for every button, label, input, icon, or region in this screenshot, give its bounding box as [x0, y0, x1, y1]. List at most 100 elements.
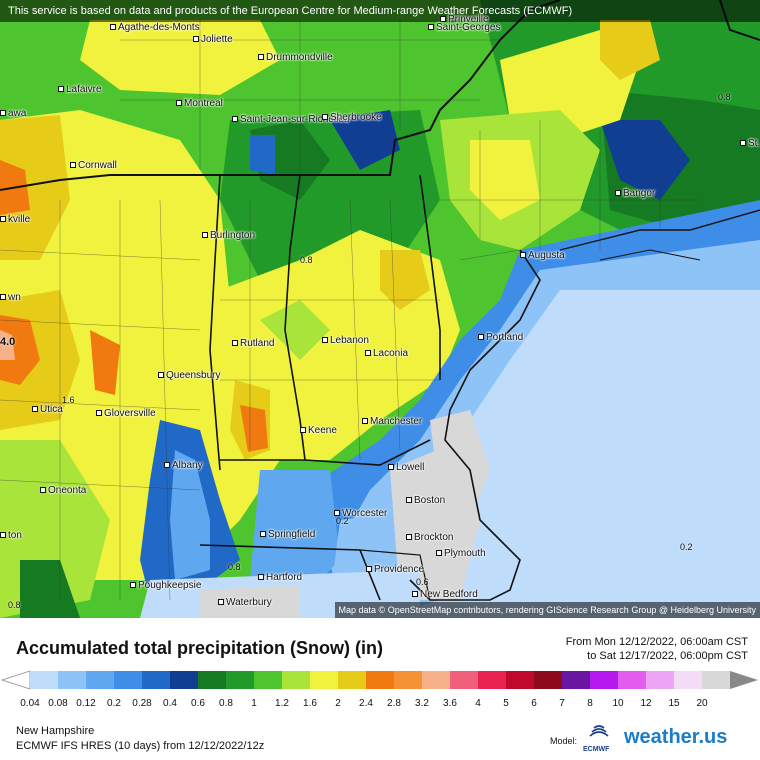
map-value-label: 0.8 [300, 255, 313, 265]
city-marker-icon [260, 531, 266, 537]
city-label: Lowell [388, 462, 424, 473]
city-marker-icon [520, 252, 526, 258]
city-label: Poughkeepsie [130, 580, 201, 591]
color-swatch [254, 671, 283, 689]
city-marker-icon [478, 334, 484, 340]
ecmwf-logo-text: ECMWF [583, 746, 610, 753]
city-marker-icon [440, 16, 446, 22]
color-swatch [86, 671, 115, 689]
city-label: Bangor [615, 188, 655, 199]
city-label: Portland [478, 332, 523, 343]
scale-tick-label: 20 [696, 698, 708, 709]
weather-us-logo[interactable]: weather.us [624, 726, 728, 748]
scale-tick-label: 3.2 [415, 698, 429, 709]
city-label: Brockton [406, 532, 453, 543]
map-value-label: 4.0 [0, 336, 16, 348]
city-label: Prinveille [440, 14, 489, 25]
city-label: Worcester [334, 508, 387, 519]
city-label: Hartford [258, 572, 302, 583]
region-name: New Hampshire [16, 725, 95, 737]
city-marker-icon [406, 534, 412, 540]
scale-tick-label: 0.08 [48, 698, 68, 709]
city-marker-icon [258, 54, 264, 60]
color-swatch [394, 671, 423, 689]
ecmwf-logo-icon [589, 725, 609, 737]
city-marker-icon [130, 582, 136, 588]
scale-tick-label: 3.6 [443, 698, 457, 709]
color-swatch [30, 671, 59, 689]
city-label: Albany [164, 460, 203, 471]
city-label: St. [740, 138, 760, 149]
precipitation-map[interactable]: This service is based on data and produc… [0, 0, 760, 618]
scale-tick-label: 2.8 [387, 698, 401, 709]
city-marker-icon [615, 190, 621, 196]
city-marker-icon [70, 162, 76, 168]
scale-tick-label: 1.2 [275, 698, 289, 709]
color-swatch [618, 671, 647, 689]
city-label: Plymouth [436, 548, 486, 559]
scale-tick-label: 2 [335, 698, 341, 709]
time-range: From Mon 12/12/2022, 06:00am CST to Sat … [566, 635, 748, 663]
city-marker-icon [58, 86, 64, 92]
scale-right-arrow [730, 671, 758, 689]
city-label: Sherbrooke [322, 112, 382, 123]
color-swatch [534, 671, 563, 689]
city-marker-icon [740, 140, 746, 146]
scale-tick-label: 8 [587, 698, 593, 709]
scale-tick-label: 0.6 [191, 698, 205, 709]
city-label: Rutland [232, 338, 274, 349]
scale-tick-label: 10 [612, 698, 624, 709]
city-label: Gloversville [96, 408, 156, 419]
city-marker-icon [322, 337, 328, 343]
city-label: Keene [300, 425, 337, 436]
scale-tick-label: 5 [503, 698, 509, 709]
scale-tick-label: 0.04 [20, 698, 40, 709]
scale-tick-label: 0.2 [107, 698, 121, 709]
city-marker-icon [164, 462, 170, 468]
map-value-label: 0.8 [228, 562, 241, 572]
city-label: Saint-Georges [428, 22, 500, 33]
scale-left-arrow [0, 670, 31, 690]
legend-title: Accumulated total precipitation (Snow) (… [16, 638, 384, 658]
city-label: Boston [406, 495, 445, 506]
city-marker-icon [436, 550, 442, 556]
city-marker-icon [322, 114, 328, 120]
city-marker-icon [334, 510, 340, 516]
city-label: Augusta [520, 250, 565, 261]
map-value-label: 0.2 [680, 542, 693, 552]
model-run: ECMWF IFS HRES (10 days) from 12/12/2022… [16, 740, 265, 752]
city-label: Springfield [260, 529, 315, 540]
city-label: Waterbury [218, 597, 272, 608]
color-scale-bar [0, 670, 758, 690]
color-scale-ticks: 0.04 0.08 0.12 0.2 0.28 0.4 0.6 0.8 1 1.2 1.6 2 2.4 2… [0, 698, 760, 712]
scale-tick-label: 15 [668, 698, 680, 709]
city-label: wn [0, 292, 21, 303]
city-marker-icon [158, 372, 164, 378]
city-label: Joliette [193, 34, 233, 45]
city-label: Cornwall [70, 160, 117, 171]
model-label: Model: [550, 736, 578, 746]
color-swatch [506, 671, 535, 689]
color-swatch [338, 671, 367, 689]
city-label: Utica [32, 404, 63, 415]
color-swatch [450, 671, 479, 689]
map-attribution[interactable]: Map data © OpenStreetMap contributors, r… [334, 602, 760, 618]
city-marker-icon [0, 294, 6, 300]
color-swatch [198, 671, 227, 689]
city-label: Oneonta [40, 485, 86, 496]
scale-tick-label: 1 [251, 698, 257, 709]
scale-tick-label: 7 [559, 698, 565, 709]
city-marker-icon [202, 232, 208, 238]
time-range-to: to Sat 12/17/2022, 06:00pm CST [587, 650, 748, 662]
color-swatch [58, 671, 87, 689]
color-swatch [282, 671, 311, 689]
city-label: Providence [366, 564, 424, 575]
city-marker-icon [300, 427, 306, 433]
city-marker-icon [388, 464, 394, 470]
color-swatch [646, 671, 675, 689]
city-marker-icon [412, 591, 418, 597]
city-label: New Bedford [412, 589, 478, 600]
city-marker-icon [0, 110, 6, 116]
city-marker-icon [365, 350, 371, 356]
city-marker-icon [96, 410, 102, 416]
